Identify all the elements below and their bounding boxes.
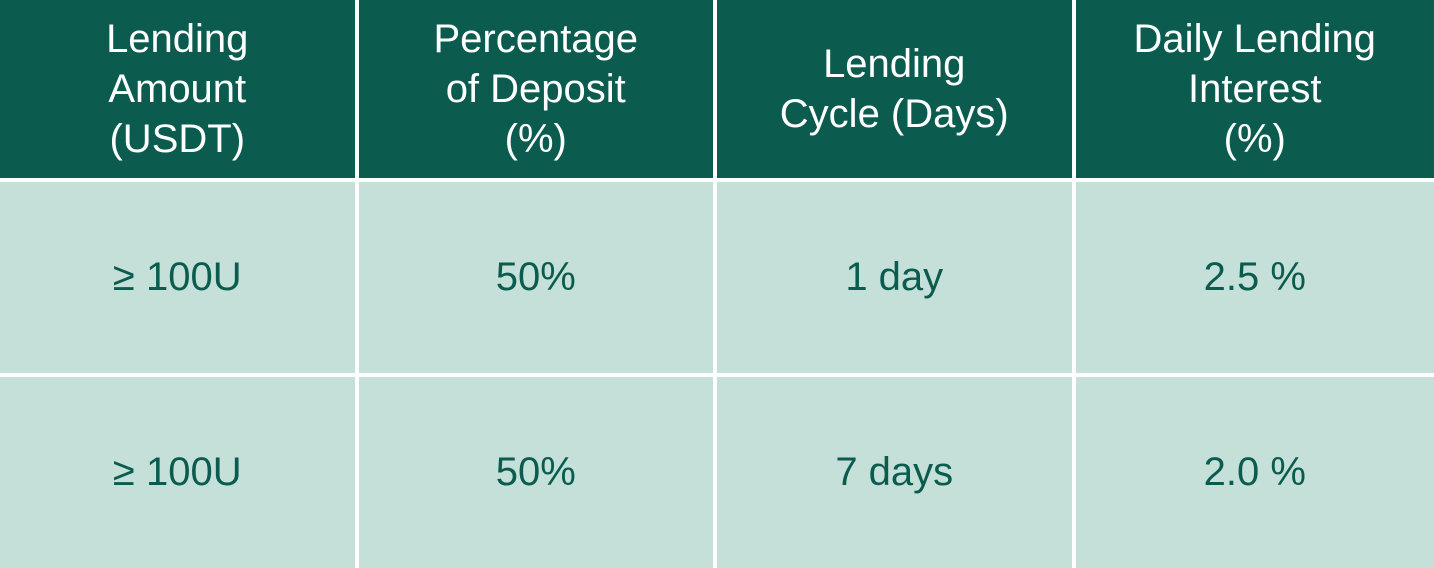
table-cell: 50%: [359, 178, 718, 373]
column-header-text: Daily Lending Interest (%): [1134, 14, 1376, 164]
column-header-daily-interest: Daily Lending Interest (%): [1076, 0, 1434, 178]
cell-value: 1 day: [845, 255, 943, 300]
column-header-text: Lending Cycle (Days): [780, 39, 1009, 139]
table-cell: ≥ 100U: [0, 373, 359, 568]
table-cell: 2.5 %: [1076, 178, 1434, 373]
cell-value: 2.5 %: [1204, 255, 1306, 300]
cell-value: 7 days: [835, 450, 953, 495]
table-cell: 2.0 %: [1076, 373, 1434, 568]
cell-value: 50%: [496, 255, 576, 300]
table-cell: 7 days: [717, 373, 1076, 568]
column-header-text: Percentage of Deposit (%): [433, 14, 638, 164]
cell-value: ≥ 100U: [113, 450, 242, 495]
table-cell: ≥ 100U: [0, 178, 359, 373]
cell-value: 50%: [496, 450, 576, 495]
column-header-lending-amount: Lending Amount (USDT): [0, 0, 359, 178]
column-header-text: Lending Amount (USDT): [106, 14, 248, 164]
cell-value: 2.0 %: [1204, 450, 1306, 495]
lending-table: Lending Amount (USDT) Percentage of Depo…: [0, 0, 1434, 568]
table-cell: 50%: [359, 373, 718, 568]
table-cell: 1 day: [717, 178, 1076, 373]
column-header-percentage-deposit: Percentage of Deposit (%): [359, 0, 718, 178]
column-header-lending-cycle: Lending Cycle (Days): [717, 0, 1076, 178]
cell-value: ≥ 100U: [113, 255, 242, 300]
